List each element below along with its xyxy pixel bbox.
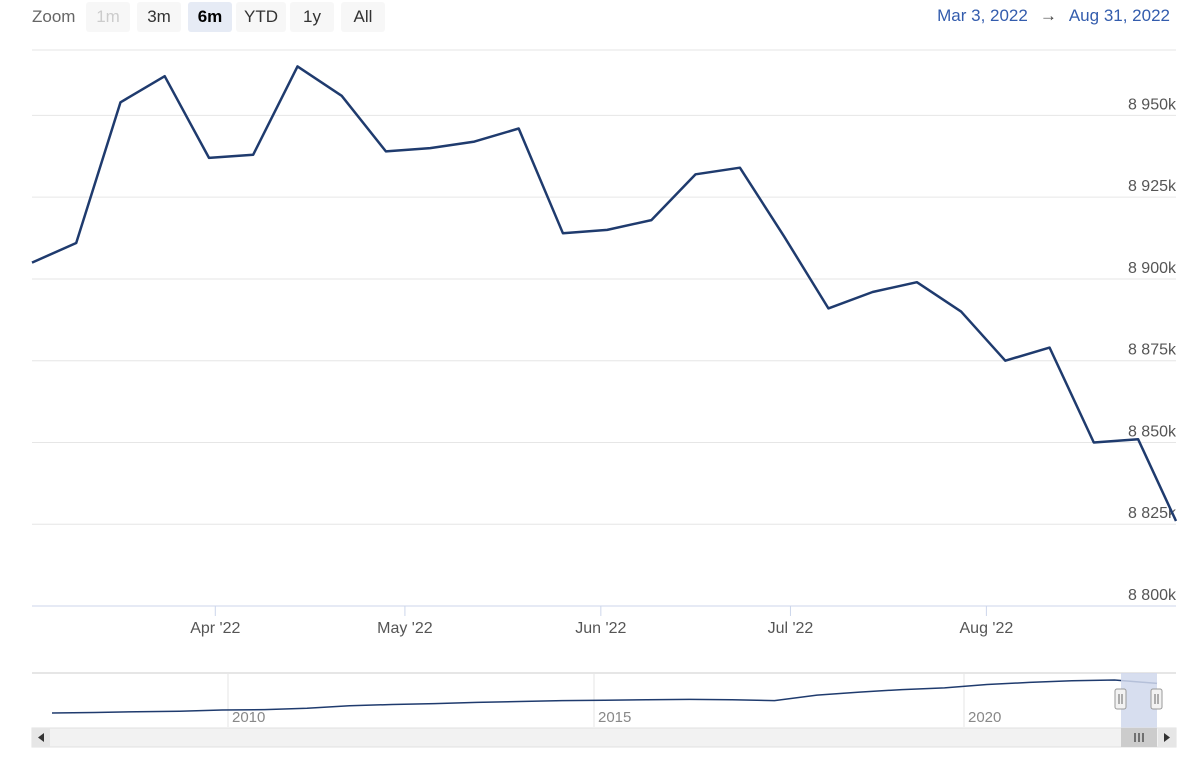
navigator-series xyxy=(51,679,1158,714)
chevron-left-icon xyxy=(38,733,44,742)
range-arrow-icon: → xyxy=(1039,6,1057,25)
scrollbar-track[interactable] xyxy=(31,727,1177,748)
y-tick-label: 8 800k xyxy=(1128,587,1177,604)
zoom-ytd-button[interactable]: YTD xyxy=(236,2,286,32)
date-range: Mar 3, 2022 → Aug 31, 2022 xyxy=(937,6,1170,26)
x-tick-label: Aug '22 xyxy=(960,620,1014,637)
zoom-all-button[interactable]: All xyxy=(341,2,385,32)
grid-lines xyxy=(32,49,1176,607)
navigator-tick-label: 2020 xyxy=(968,709,1001,726)
x-tick-label: Apr '22 xyxy=(190,620,240,637)
series-points xyxy=(31,66,1177,521)
x-axis: Apr '22 May '22 Jun '22 Jul '22 Aug '22 xyxy=(190,606,1013,637)
range-to-input[interactable]: Aug 31, 2022 xyxy=(1068,6,1170,25)
chevron-right-icon xyxy=(1164,733,1170,742)
y-tick-label: 8 950k xyxy=(1128,96,1177,113)
range-from-input[interactable]: Mar 3, 2022 xyxy=(937,6,1028,25)
zoom-label: Zoom xyxy=(32,7,76,26)
x-tick-label: Jun '22 xyxy=(575,620,626,637)
y-tick-label: 8 875k xyxy=(1128,342,1177,359)
navigator-scrollbar[interactable] xyxy=(31,727,1177,748)
y-axis: 8 800k 8 825k 8 850k 8 875k 8 900k 8 925k 8 95… xyxy=(1128,96,1177,604)
navigator-right-handle[interactable] xyxy=(1150,688,1163,710)
zoom-6m-button[interactable]: 6m xyxy=(188,2,232,32)
zoom-3m-button[interactable]: 3m xyxy=(137,2,181,32)
navigator-tick-label: 2010 xyxy=(232,709,265,726)
zoom-1y-button[interactable]: 1y xyxy=(290,2,334,32)
y-tick-label: 8 850k xyxy=(1128,423,1177,440)
y-tick-label: 8 925k xyxy=(1128,178,1177,195)
y-tick-label: 8 900k xyxy=(1128,260,1177,277)
x-tick-label: Jul '22 xyxy=(768,620,814,637)
zoom-1m-button[interactable]: 1m xyxy=(86,2,130,32)
navigator[interactable]: 2010 2015 2020 xyxy=(32,672,1176,728)
range-selector: Zoom 1m 3m 6m YTD 1y All Mar 3, 2022 → Aug… xyxy=(0,0,1200,36)
y-tick-label: 8 825k xyxy=(1128,505,1177,522)
x-tick-label: May '22 xyxy=(377,620,433,637)
navigator-grid: 2010 2015 2020 xyxy=(227,673,1001,727)
navigator-tick-label: 2015 xyxy=(598,709,631,726)
series-line[interactable] xyxy=(31,65,1178,522)
navigator-left-handle[interactable] xyxy=(1114,688,1127,710)
